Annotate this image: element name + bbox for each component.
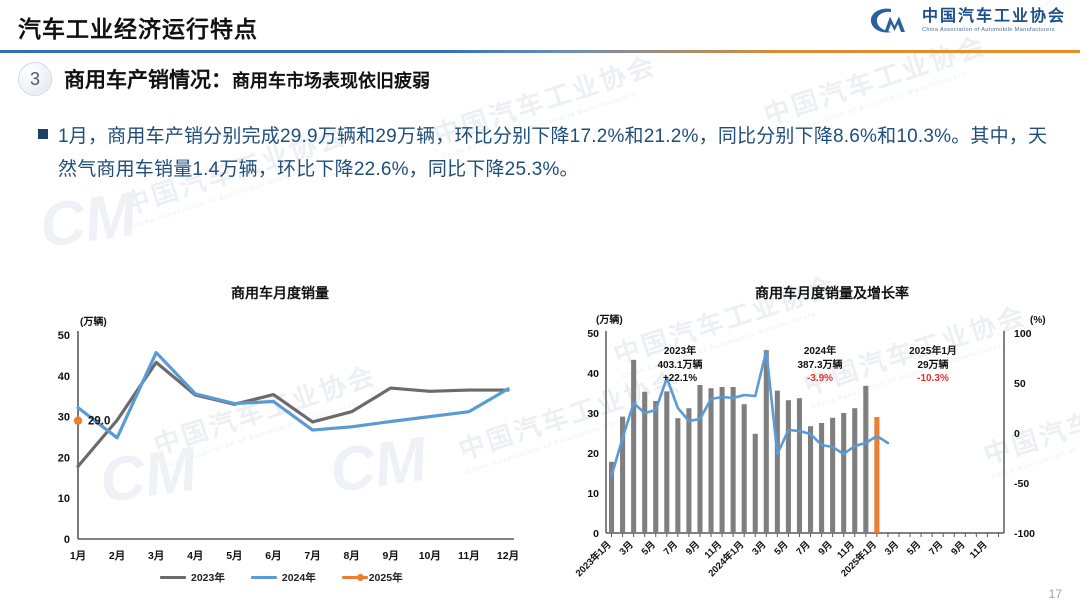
svg-text:20: 20 [587, 448, 599, 460]
legend-label-2023: 2023年 [191, 572, 225, 584]
svg-text:-50: -50 [1014, 478, 1029, 490]
svg-text:30: 30 [58, 412, 70, 424]
svg-text:2023年1月: 2023年1月 [573, 539, 614, 580]
legend-item-2024[interactable]: 2024年 [250, 570, 316, 585]
svg-text:9月: 9月 [684, 539, 702, 557]
svg-text:3月: 3月 [618, 539, 636, 557]
legend-swatch-2024 [250, 576, 277, 579]
svg-text:9月: 9月 [949, 539, 967, 557]
annotation-line: 2025年1月 [909, 346, 957, 357]
svg-text:7月: 7月 [794, 539, 812, 557]
svg-text:3月: 3月 [883, 539, 901, 557]
annotation-line: +22.1% [662, 373, 698, 384]
svg-text:50: 50 [58, 330, 70, 342]
svg-text:29.0: 29.0 [88, 416, 110, 428]
svg-text:10: 10 [587, 488, 599, 500]
svg-text:3月: 3月 [148, 550, 164, 562]
svg-text:0: 0 [1014, 428, 1020, 440]
page-number: 17 [1048, 587, 1062, 601]
chart-title-left: 商用车月度销量 [231, 285, 329, 301]
annotation-line: 403.1万辆 [657, 359, 703, 371]
svg-text:7月: 7月 [927, 539, 945, 557]
legend-swatch-2023 [160, 576, 186, 579]
bullet-point: 1月，商用车产销分别完成29.9万辆和29万辆，环比分别下降17.2%和21.2… [38, 120, 1052, 187]
svg-text:10: 10 [58, 493, 70, 505]
annotation-line: 387.3万辆 [797, 359, 843, 371]
chart-left-svg: (万辆) 0 10 20 30 40 50 1月 2月 3月 4月 5月 6月 7月 8月 9月 10月 11月 1… [58, 315, 519, 562]
svg-text:10月: 10月 [419, 550, 441, 562]
svg-text:11月: 11月 [968, 539, 990, 561]
legend-dot-2025 [356, 574, 364, 581]
svg-text:50: 50 [587, 328, 599, 340]
svg-text:(万辆): (万辆) [80, 315, 107, 328]
svg-text:30: 30 [587, 408, 599, 420]
chart-monthly-sales-growth: 商用车月度销量及增长率 (万辆) (%) 0 10 20 30 40 50 -100 -50 0 50… [572, 283, 1072, 583]
annotation-line: 2023年 [663, 346, 697, 357]
brand-logo: 中国汽车工业协会 China Association of Automobile… [868, 6, 1066, 36]
svg-text:0: 0 [64, 534, 70, 546]
cm-logo-icon [870, 8, 905, 33]
brand-name-en: China Association of Automobile Manufact… [921, 27, 1055, 34]
legend-item-2025[interactable]: 2025年 [341, 570, 403, 585]
svg-text:5月: 5月 [640, 539, 658, 557]
section-heading: 3 商用车产销情况：商用车市场表现依旧疲弱 [18, 62, 430, 96]
svg-text:1月: 1月 [70, 550, 86, 562]
svg-text:7月: 7月 [304, 550, 320, 562]
section-title: 商用车产销情况：商用车市场表现依旧疲弱 [64, 64, 430, 94]
annotation-line-negative: -10.3% [917, 373, 949, 384]
svg-text:-100: -100 [1014, 528, 1035, 540]
legend-item-2023[interactable]: 2023年 [160, 570, 225, 585]
svg-text:0: 0 [593, 528, 599, 540]
svg-text:100: 100 [1014, 328, 1032, 340]
annotation-2024: 2024年 387.3万辆 -3.9% [770, 345, 870, 386]
svg-text:11月: 11月 [458, 550, 480, 562]
section-number-badge: 3 [18, 62, 52, 96]
svg-text:6月: 6月 [265, 550, 281, 562]
chart-title-right: 商用车月度销量及增长率 [755, 285, 909, 301]
svg-text:(万辆): (万辆) [596, 313, 623, 326]
svg-text:7月: 7月 [662, 539, 680, 557]
legend-label-2025: 2025年 [368, 572, 403, 584]
bullet-square-icon [38, 129, 48, 139]
section-title-main: 商用车产销情况： [64, 69, 232, 92]
svg-text:4月: 4月 [187, 550, 203, 562]
watermark-cm-mark: CM [35, 179, 141, 262]
page-title: 汽车工业经济运行特点 [18, 16, 258, 42]
chart-left-legend: 2023年 2024年 2025年 [160, 570, 403, 585]
brand-name-cn: 中国汽车工业协会 [921, 7, 1066, 25]
section-title-sub: 商用车市场表现依旧疲弱 [232, 71, 430, 91]
svg-text:40: 40 [587, 368, 599, 380]
svg-text:3月: 3月 [750, 539, 768, 557]
svg-text:5月: 5月 [226, 550, 242, 562]
svg-text:8月: 8月 [343, 550, 359, 562]
annotation-2025: 2025年1月 29万辆 -10.3% [878, 345, 988, 386]
svg-text:9月: 9月 [817, 539, 835, 557]
svg-text:5月: 5月 [772, 539, 790, 557]
annotation-line: 2024年 [803, 346, 837, 357]
svg-text:20: 20 [58, 452, 70, 464]
svg-text:50: 50 [1014, 378, 1026, 390]
svg-text:5月: 5月 [905, 539, 923, 557]
chart-monthly-sales: 商用车月度销量 (万辆) 0 10 20 30 40 50 1月 2月 3月 4月 5月 6月 7月 8月 9… [30, 283, 530, 583]
svg-text:2月: 2月 [109, 550, 125, 562]
annotation-line-negative: -3.9% [806, 373, 834, 384]
bullet-text: 1月，商用车产销分别完成29.9万辆和29万辆，环比分别下降17.2%和21.2… [58, 126, 1048, 181]
svg-text:40: 40 [58, 371, 70, 383]
svg-text:12月: 12月 [497, 550, 519, 562]
page-header: 汽车工业经济运行特点 中国汽车工业协会 China Association of… [0, 0, 1080, 53]
legend-label-2024: 2024年 [281, 572, 316, 584]
annotation-2023: 2023年 403.1万辆 +22.1% [630, 345, 730, 386]
svg-text:9月: 9月 [383, 550, 399, 562]
legend-swatch-2025 [341, 576, 368, 579]
svg-text:(%): (%) [1030, 315, 1046, 326]
header-divider [0, 50, 1080, 53]
annotation-line: 29万辆 [917, 359, 949, 371]
